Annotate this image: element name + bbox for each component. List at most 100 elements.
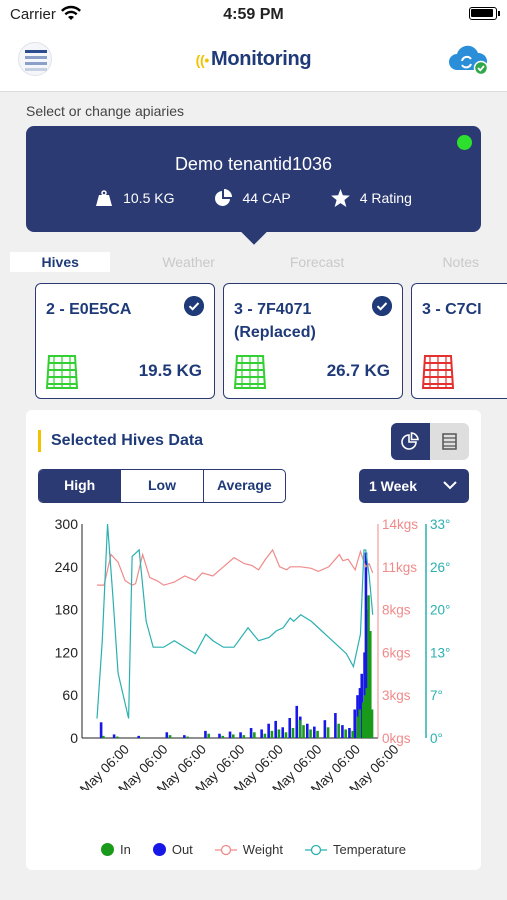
- selected-check-icon[interactable]: [372, 296, 392, 316]
- weight-axis-tick: 14kgs: [382, 517, 418, 532]
- temperature-axis-tick: 33°: [430, 517, 450, 532]
- bar: [344, 729, 347, 738]
- weight-axis-tick: 3kgs: [382, 688, 411, 703]
- tab-notes[interactable]: Notes: [442, 254, 480, 270]
- bar: [242, 735, 246, 738]
- hive-card[interactable]: 2 - E0E5CA 19.5 KG: [35, 283, 215, 399]
- hive-weight: 19.5 KG: [138, 361, 202, 380]
- bar: [253, 732, 256, 738]
- time-range-dropdown[interactable]: 1 Week: [359, 469, 469, 503]
- selected-check-icon[interactable]: [184, 296, 204, 316]
- legend-in: In: [100, 842, 131, 857]
- bar: [363, 695, 367, 738]
- bar: [309, 729, 312, 738]
- bar: [361, 702, 365, 738]
- legend-in-swatch: [100, 843, 114, 856]
- segment-low[interactable]: Low: [120, 470, 202, 502]
- bar: [284, 732, 288, 738]
- time-range-value: 1 Week: [369, 478, 417, 494]
- legend-in-label: In: [119, 842, 131, 857]
- hive-icon: [46, 355, 78, 389]
- hive-name: 2 - E0E5CA: [46, 301, 132, 318]
- bar: [263, 733, 267, 738]
- bar: [249, 728, 253, 738]
- metric-segmented-control: High Low Average: [38, 469, 286, 503]
- tab-bar: Hives Weather Forecast Notes: [10, 252, 507, 272]
- bar: [207, 733, 210, 738]
- page-title: ((• Monitoring: [0, 48, 507, 71]
- apiary-selector-label: Select or change apiaries: [26, 103, 184, 119]
- page-title-text: Monitoring: [211, 48, 312, 70]
- bar: [137, 735, 140, 738]
- apiary-logo-icon[interactable]: [18, 42, 52, 76]
- bar: [281, 727, 285, 738]
- clock: 4:59 PM: [223, 6, 284, 23]
- weight-axis-tick: 6kgs: [382, 645, 411, 660]
- bar: [298, 720, 302, 738]
- hive-icon: [422, 355, 454, 389]
- chart-view-button[interactable]: [391, 423, 430, 460]
- bar: [99, 722, 103, 738]
- capacity-stat: 44 CAP: [214, 189, 291, 207]
- left-axis-tick: 0: [70, 730, 78, 746]
- star-icon: [330, 189, 350, 207]
- pie-chart-icon: [401, 432, 419, 450]
- legend-weight-swatch: [214, 844, 237, 855]
- table-view-button[interactable]: [430, 423, 469, 460]
- bar: [168, 735, 172, 738]
- weight-stat: 10.5 KG: [95, 190, 174, 206]
- hive-card[interactable]: 3 - 7F4071 (Replaced) 26.7 KG: [223, 283, 403, 399]
- bar: [274, 720, 277, 738]
- bar: [231, 734, 235, 738]
- online-status-indicator: [457, 135, 472, 150]
- bar: [267, 723, 270, 738]
- weight-axis-tick: 8kgs: [382, 603, 411, 618]
- tab-forecast[interactable]: Forecast: [289, 254, 345, 270]
- apiary-stats: 10.5 KG 44 CAP 4 Rating: [26, 189, 481, 207]
- bar: [351, 730, 354, 738]
- wifi-icon: [61, 5, 81, 20]
- tab-hives[interactable]: Hives: [10, 252, 111, 272]
- bar: [356, 695, 359, 738]
- cloud-sync-icon[interactable]: [447, 44, 489, 76]
- legend-out: Out: [152, 842, 193, 857]
- hive-name: 3 - C7CI: [422, 301, 482, 318]
- legend-weight-label: Weight: [242, 842, 284, 857]
- apiary-card[interactable]: Demo tenantid1036 10.5 KG 44 CAP 4 Ratin…: [26, 126, 481, 245]
- bar: [218, 733, 221, 738]
- tab-weather[interactable]: Weather: [162, 254, 215, 270]
- bar: [102, 735, 105, 738]
- bar: [221, 735, 225, 738]
- weight-axis-tick: 11kgs: [382, 560, 417, 575]
- hive-name-line1: 3 - 7F4071: [234, 301, 312, 318]
- legend-out-label: Out: [171, 842, 193, 857]
- hive-name: 3 - 7F4071 (Replaced): [234, 298, 316, 344]
- bar: [313, 726, 316, 738]
- chart-legend: In Out Weight Temperature: [26, 842, 481, 857]
- bar: [165, 732, 169, 738]
- bar: [270, 730, 274, 738]
- bar: [116, 736, 119, 738]
- rating-stat: 4 Rating: [330, 189, 412, 207]
- left-axis-tick: 300: [55, 516, 79, 532]
- bar: [368, 631, 372, 738]
- temperature-axis-tick: 26°: [430, 560, 450, 575]
- bar: [277, 729, 281, 738]
- weight-series-line: [97, 548, 374, 586]
- bar: [348, 728, 351, 738]
- bar: [260, 729, 263, 738]
- bar: [367, 595, 370, 738]
- hive-data-panel: Selected Hives Data High Low Average 1 W…: [26, 410, 481, 870]
- segment-average[interactable]: Average: [202, 470, 285, 502]
- bar: [341, 725, 344, 738]
- bar: [140, 737, 144, 738]
- segment-high[interactable]: High: [39, 470, 121, 502]
- chevron-down-icon: [443, 481, 457, 490]
- temperature-axis-tick: 0°: [430, 731, 443, 746]
- hive-card[interactable]: 3 - C7CI: [411, 283, 507, 399]
- status-bar: Carrier 4:59 PM: [0, 0, 507, 30]
- carrier-label: Carrier: [10, 6, 56, 23]
- weight-value: 10.5 KG: [123, 190, 175, 206]
- pie-chart-icon: [215, 189, 233, 206]
- bar: [204, 730, 207, 738]
